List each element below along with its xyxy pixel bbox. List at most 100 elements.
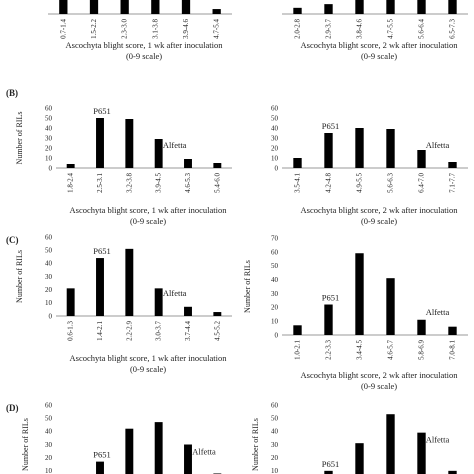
bar bbox=[448, 0, 457, 14]
x-axis-subtitle: (0-9 scale) bbox=[361, 381, 397, 391]
y-tick-label: 50 bbox=[271, 114, 279, 122]
x-axis-title: Ascochyta blight score, 2 wk after inocu… bbox=[301, 370, 459, 380]
y-tick-label: 20 bbox=[45, 286, 53, 294]
bar bbox=[293, 158, 302, 168]
y-tick-label: 10 bbox=[45, 299, 53, 307]
x-axis-subtitle: (0-9 scale) bbox=[361, 216, 397, 226]
bar bbox=[96, 461, 104, 474]
y-tick-label: 10 bbox=[271, 467, 279, 474]
bar bbox=[417, 0, 426, 15]
y-tick-label: 40 bbox=[45, 124, 53, 132]
y-tick-label: 50 bbox=[45, 415, 53, 423]
y-tick-label: 10 bbox=[45, 154, 53, 162]
x-tick-label: 2.3-3.0 bbox=[121, 19, 129, 39]
x-tick-label: 3.7-4.4 bbox=[184, 321, 192, 341]
bar bbox=[125, 119, 134, 168]
bar bbox=[293, 7, 302, 14]
bar bbox=[386, 0, 395, 14]
x-axis-title: Ascochyta blight score, 2 wk after inocu… bbox=[301, 40, 459, 50]
x-tick-label: 4.5-5.2 bbox=[213, 321, 221, 341]
x-axis-subtitle: (0-9 scale) bbox=[361, 51, 397, 61]
x-tick-label: 2.9-3.7 bbox=[325, 19, 333, 39]
annotation-label: Alfetta bbox=[426, 435, 450, 445]
bar bbox=[59, 0, 68, 15]
x-tick-label: 3.1-3.8 bbox=[151, 19, 159, 39]
bar bbox=[448, 470, 457, 474]
chart-c1: 0 10 20 30 40 50 60 0.6-1.3 1.4-2.1 2.2-2.9 3.0-3.… bbox=[6, 233, 232, 374]
y-tick-label: 60 bbox=[45, 401, 53, 409]
x-tick-label: 2.2-3.3 bbox=[325, 340, 333, 360]
bar bbox=[184, 306, 192, 316]
bar bbox=[212, 9, 221, 14]
bar bbox=[386, 414, 395, 474]
y-tick-label: 60 bbox=[45, 104, 53, 112]
x-tick-label: 1.4-2.1 bbox=[96, 321, 104, 341]
y-tick-label: 0 bbox=[275, 331, 279, 339]
x-tick-label: 0.7-1.4 bbox=[59, 19, 67, 39]
bar bbox=[386, 129, 395, 168]
annotation-label: P651 bbox=[322, 293, 339, 303]
x-axis-title: Ascochyta blight score, 2 wk after inocu… bbox=[301, 205, 459, 215]
y-tick-label: 40 bbox=[45, 260, 53, 268]
annotation-label: P651 bbox=[93, 106, 110, 116]
x-tick-label: 3.8-4.6 bbox=[356, 19, 364, 39]
x-tick-label: 7.0-8.1 bbox=[449, 340, 457, 360]
x-axis-subtitle: (0-9 scale) bbox=[130, 364, 166, 374]
chart-b1: 0 10 20 30 40 50 60 1.8-2.4 2.5-3.1 3.2-3.8 3.9-4.… bbox=[6, 88, 232, 226]
bar bbox=[324, 304, 333, 335]
y-tick-label: 10 bbox=[271, 318, 279, 326]
bar bbox=[448, 326, 457, 335]
y-tick-label: 70 bbox=[271, 234, 279, 242]
bar bbox=[324, 470, 333, 474]
x-tick-label: 6.5-7.3 bbox=[449, 19, 457, 39]
bar bbox=[89, 0, 99, 14]
x-tick-label: 0.6-1.3 bbox=[67, 321, 75, 341]
x-axis-subtitle: (0-9 scale) bbox=[126, 51, 162, 61]
panel-label: (B) bbox=[6, 88, 18, 98]
y-tick-label: 20 bbox=[45, 144, 53, 152]
x-tick-label: 2.2-2.9 bbox=[125, 321, 133, 341]
x-axis-title: Ascochyta blight score, 1 wk after inocu… bbox=[66, 40, 224, 50]
annotation-label: Alfetta bbox=[426, 140, 450, 150]
y-tick-label: 30 bbox=[45, 134, 53, 142]
bar bbox=[184, 159, 192, 168]
y-tick-label: 60 bbox=[45, 233, 53, 241]
chart-d1: 10 20 30 40 50 60 P651 Alfetta Number of RILs(D) bbox=[6, 401, 222, 474]
bar bbox=[184, 444, 192, 474]
x-tick-label: 3.2-3.8 bbox=[125, 173, 133, 193]
x-tick-label: 4.7-5.5 bbox=[387, 19, 395, 39]
x-tick-label: 4.6-5.3 bbox=[184, 173, 192, 193]
y-tick-label: 30 bbox=[271, 290, 279, 298]
chart-a1: 0.7-1.4 1.5-2.2 2.3-3.0 3.1-3.8 3.9-4.6 4.7-5… bbox=[48, 0, 232, 61]
bar bbox=[125, 248, 134, 316]
bar bbox=[386, 278, 395, 335]
bar bbox=[293, 325, 302, 335]
bar bbox=[355, 443, 364, 474]
bar bbox=[120, 0, 129, 14]
y-tick-label: 0 bbox=[49, 164, 53, 172]
y-axis-title: Number of RILs bbox=[15, 112, 24, 165]
y-tick-label: 10 bbox=[271, 154, 279, 162]
x-tick-label: 1.0-2.1 bbox=[294, 340, 302, 360]
x-tick-label: 5.4-6.0 bbox=[213, 173, 221, 193]
annotation-label: Alfetta bbox=[192, 447, 216, 457]
annotation-label: Alfetta bbox=[163, 288, 187, 298]
y-tick-label: 30 bbox=[45, 273, 53, 281]
y-tick-label: 50 bbox=[271, 262, 279, 270]
y-tick-label: 20 bbox=[271, 144, 279, 152]
chart-c2: 0 10 20 30 40 50 60 70 1.0-2.1 2.2-3.3 3.4-4.5 4.6-… bbox=[243, 234, 468, 391]
x-tick-label: 3.0-3.7 bbox=[155, 321, 163, 341]
x-tick-label: 4.2-4.8 bbox=[325, 173, 333, 193]
x-tick-label: 3.4-4.5 bbox=[356, 340, 364, 360]
bar bbox=[154, 139, 163, 168]
annotation-label: P651 bbox=[93, 450, 110, 460]
panel-label: (D) bbox=[6, 403, 19, 413]
y-tick-label: 40 bbox=[271, 124, 279, 132]
y-tick-label: 40 bbox=[271, 276, 279, 284]
y-tick-label: 30 bbox=[45, 441, 53, 449]
bar bbox=[324, 133, 333, 168]
x-axis-title: Ascochyta blight score, 1 wk after inocu… bbox=[70, 353, 228, 363]
x-tick-label: 2.5-3.1 bbox=[96, 173, 104, 193]
y-tick-label: 60 bbox=[271, 248, 279, 256]
x-tick-label: 7.1-7.7 bbox=[449, 173, 457, 193]
